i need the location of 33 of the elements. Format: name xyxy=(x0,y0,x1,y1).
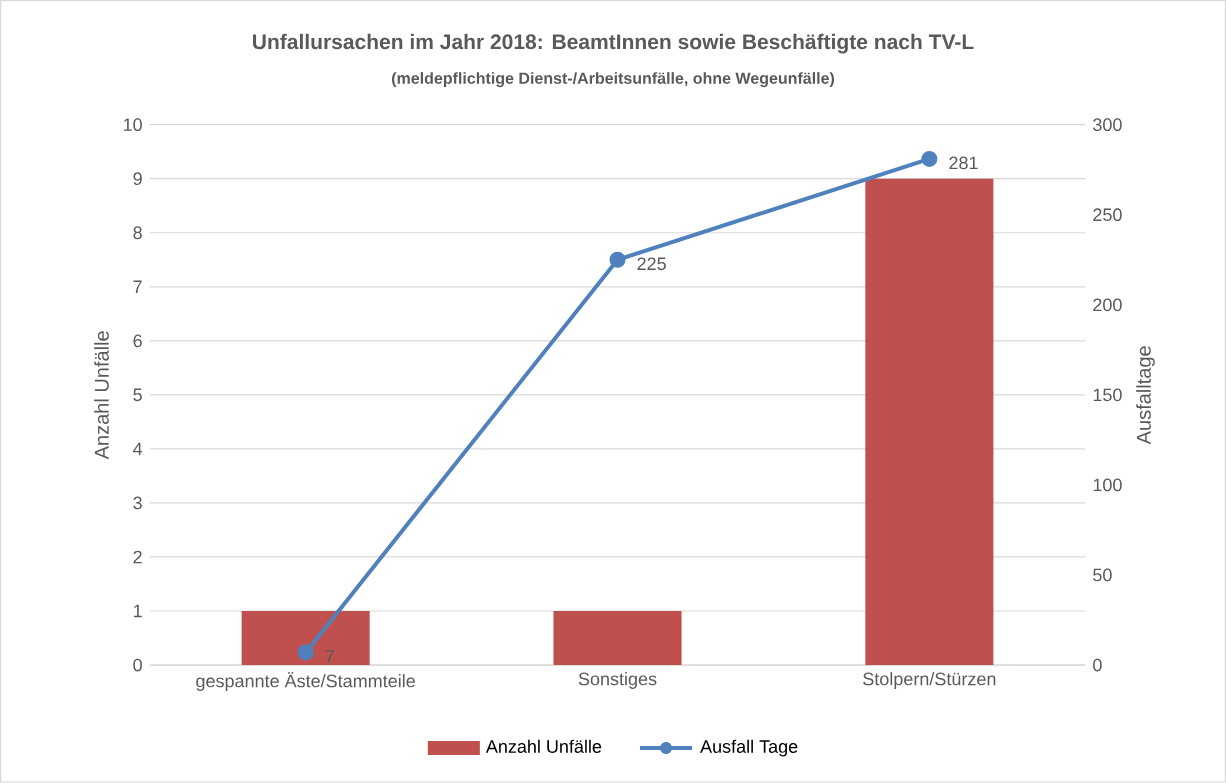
data-label: 225 xyxy=(637,257,666,271)
point xyxy=(609,251,626,268)
y-tick-label: 6 xyxy=(133,334,142,348)
chart-subtitle: (meldepflichtige Dienst-/Arbeitsunfälle, ohne Wegeunfälle) xyxy=(391,72,835,88)
y-tick-label: 9 xyxy=(133,172,142,186)
data-label: 7 xyxy=(325,650,334,663)
y-tick-label: 2 xyxy=(133,550,142,564)
y-tick-label: 7 xyxy=(133,280,142,294)
data-label: 281 xyxy=(949,156,978,170)
y-tick-label: 0 xyxy=(133,658,142,672)
x-tick-label: gespannte Äste/Stammteile xyxy=(196,672,415,692)
y-axis-title: Anzahl Unfälle xyxy=(94,331,109,460)
y2-tick-label: 200 xyxy=(1093,298,1122,312)
y2-tick-label: 150 xyxy=(1093,388,1122,402)
x-tick-label: Sonstiges xyxy=(578,672,657,690)
y-tick-label: 4 xyxy=(133,442,143,456)
y2-tick-label: 300 xyxy=(1093,118,1122,132)
y-tick-label: 3 xyxy=(133,496,142,510)
y2-tick-label: 50 xyxy=(1093,568,1112,582)
y-tick-label: 8 xyxy=(133,226,142,240)
y2-tick-label: 0 xyxy=(1093,658,1102,672)
y-tick-label: 10 xyxy=(123,118,142,132)
chart-title: Unfallursachen im Jahr 2018: BeamtInnen sowie Beschäftigte nach TV-L xyxy=(253,33,974,54)
y2-axis-title: Ausfalltage xyxy=(1136,346,1155,445)
x-tick-label: Stolpern/Stürzen xyxy=(863,672,996,690)
point xyxy=(297,644,314,661)
legend-label: Anzahl Unfälle xyxy=(485,739,602,754)
legend-label: Ausfall Tage xyxy=(700,739,798,757)
point xyxy=(921,151,938,168)
y2-tick-label: 250 xyxy=(1093,208,1122,222)
y2-tick-label: 100 xyxy=(1093,478,1122,492)
y-tick-label: 1 xyxy=(134,604,142,618)
y-tick-label: 5 xyxy=(133,388,142,402)
